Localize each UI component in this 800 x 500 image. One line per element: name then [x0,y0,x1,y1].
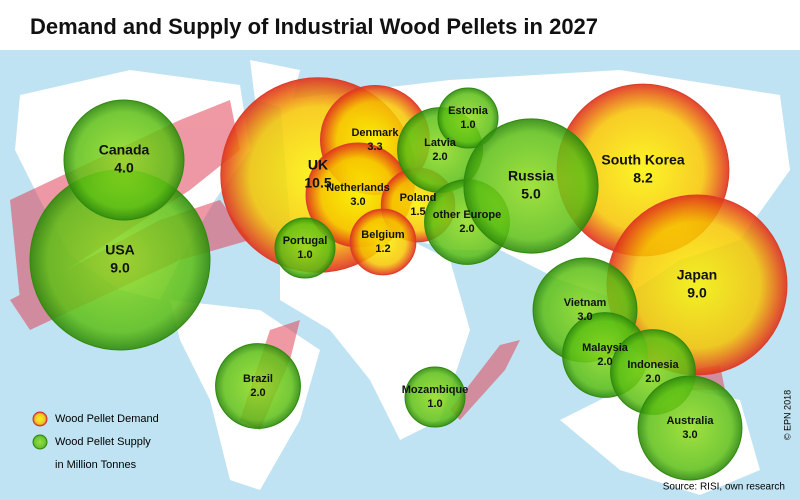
bubble [437,87,499,149]
bubble-value: 3.0 [682,429,697,441]
bubble-value: 1.5 [410,206,425,218]
bubble [637,375,743,481]
bubble-name: Malaysia [582,342,629,354]
bubble [463,118,599,254]
bubble-value: 2.0 [597,356,612,368]
legend: Wood Pellet Demand Wood Pellet Supply in… [32,411,159,471]
bubble-name: Belgium [361,229,405,241]
bubble-value: 2.0 [645,373,660,385]
bubble [404,366,466,428]
bubble-value: 4.0 [114,160,134,176]
bubble-name: Canada [99,142,150,158]
bubble-name: Mozambique [402,384,469,396]
bubble-name: UK [308,157,328,173]
source: Source: RISI, own research [663,482,785,493]
bubble-name: USA [105,242,135,258]
bubble-value: 2.0 [432,151,447,163]
bubble-value: 3.0 [577,311,592,323]
bubble-value: 2.0 [250,387,265,399]
bubble-value: 9.0 [110,260,130,276]
bubble-value: 2.0 [459,223,474,235]
copyright: © EPN 2018 [782,390,792,440]
bubble-name: Denmark [351,127,399,139]
bubble-name: Brazil [243,373,273,385]
bubble-name: Australia [666,415,714,427]
bubble [349,208,417,276]
bubble [215,343,301,429]
legend-unit: in Million Tonnes [55,459,137,471]
bubble-value: 8.2 [633,170,653,186]
legend-demand-swatch [32,411,48,427]
bubble-value: 1.0 [297,249,312,261]
bubble-value: 3.3 [367,141,382,153]
bubble [274,217,336,279]
bubble-value: 9.0 [687,285,707,301]
bubble-name: South Korea [601,152,684,168]
legend-supply: Wood Pellet Supply [55,436,151,448]
bubbles: UK 10.5 South Korea 8.2 Japan 9.0 Denmark 3.3 Ne… [29,77,788,481]
bubble [63,99,185,221]
bubble-name: Japan [677,267,717,283]
bubble-name: other Europe [433,209,501,221]
bubble-value: 1.0 [427,398,442,410]
bubble-value: 1.2 [375,243,390,255]
bubble-name: Indonesia [627,359,679,371]
bubble-value: 5.0 [521,186,541,202]
bubble-name: Netherlands [326,182,390,194]
bubble-name: Portugal [283,235,328,247]
legend-supply-swatch [32,434,48,450]
bubble-name: Russia [508,168,554,184]
bubble-name: Vietnam [564,297,607,309]
bubble-name: Poland [400,192,437,204]
bubble-value: 3.0 [350,196,365,208]
bubble-value: 1.0 [460,119,475,131]
bubble-name: Latvia [424,137,457,149]
title: Demand and Supply of Industrial Wood Pel… [30,14,598,39]
bubble-name: Estonia [448,105,489,117]
legend-demand: Wood Pellet Demand [55,413,159,425]
bubble-value: 10.5 [304,175,331,191]
